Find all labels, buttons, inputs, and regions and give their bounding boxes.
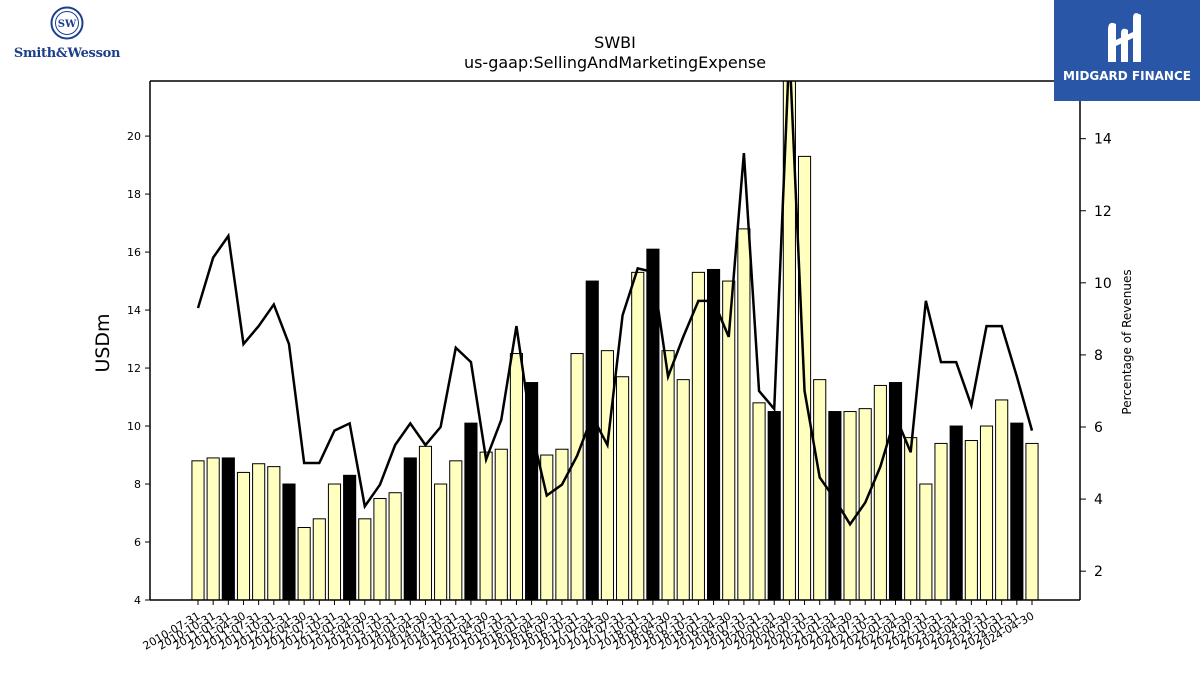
y-tick-label: 12 <box>127 362 141 375</box>
bar-2019-10-31 <box>752 402 766 601</box>
bar-2012-07-31 <box>312 518 326 601</box>
bar-2023-04-30 <box>964 440 978 601</box>
axes <box>149 80 1081 601</box>
bar-2014-10-31 <box>449 460 463 601</box>
bar-2016-01-31 <box>525 382 539 601</box>
bar-2023-01-31 <box>949 425 963 601</box>
bar-2015-04-30 <box>479 451 493 601</box>
bar-2022-07-31 <box>919 483 933 601</box>
bar-2011-10-31 <box>267 466 281 601</box>
bar-2019-07-31 <box>737 228 751 601</box>
percentage-line-series <box>196 81 1034 527</box>
bar-2016-10-31 <box>570 353 584 601</box>
bar-2018-04-30 <box>661 350 675 601</box>
bar-2015-07-31 <box>494 448 508 601</box>
bar-2021-04-30 <box>843 411 857 601</box>
bar-2014-01-31 <box>403 457 417 601</box>
bar-2022-04-30 <box>904 437 918 601</box>
bar-2022-10-31 <box>934 442 948 601</box>
midgard-finance-wordmark: MIDGARD FINANCE <box>1063 69 1191 83</box>
smith-wesson-wordmark: Smith&Wesson <box>13 46 121 61</box>
y-tick-label: 14 <box>127 304 141 317</box>
bar-2013-01-31 <box>343 474 357 601</box>
bar-2019-01-31 <box>707 268 721 601</box>
bar-2011-01-31 <box>221 457 235 601</box>
smith-wesson-logo: SW Smith&Wesson <box>6 6 128 61</box>
y-tick-label: 10 <box>127 420 141 433</box>
chart-subtitle: us-gaap:SellingAndMarketingExpense <box>464 53 766 72</box>
midgard-finance-mark-icon <box>1108 13 1141 63</box>
bar-2024-04-30 <box>1025 442 1039 601</box>
y-tick-label: 8 <box>134 478 141 491</box>
bar-2023-07-31 <box>979 425 994 601</box>
y-axis-label: USDm <box>92 313 114 372</box>
bar-2021-10-31 <box>873 384 887 601</box>
y2-tick-label: 6 <box>1094 420 1103 436</box>
bar-2015-10-31 <box>509 353 523 601</box>
bar-2013-07-31 <box>373 498 387 601</box>
bar-2012-01-31 <box>282 483 296 601</box>
y-tick-label: 18 <box>127 188 141 201</box>
bar-2015-01-31 <box>464 422 478 601</box>
bar-2024-01-31 <box>1010 422 1024 601</box>
chart-title: SWBI <box>594 33 636 52</box>
bar-2018-07-31 <box>676 379 690 601</box>
bar-2023-10-31 <box>995 399 1009 601</box>
bar-2017-01-31 <box>585 280 599 601</box>
y-tick-label: 4 <box>134 594 141 607</box>
percentage-line <box>196 81 1034 527</box>
x-axis-ticks: 2010-07-312010-10-312011-01-312011-04-30… <box>141 600 1037 653</box>
bar-2011-07-31 <box>252 463 266 601</box>
y2-tick-label: 12 <box>1094 204 1112 220</box>
y2-axis-ticks: 2 4 6 8 10 12 14 <box>1080 132 1112 580</box>
y-axis-ticks: 4 6 8 10 12 14 16 18 20 <box>127 130 150 607</box>
bar-2020-10-31 <box>813 379 827 601</box>
bar-2017-04-30 <box>600 350 614 601</box>
y2-tick-label: 14 <box>1094 132 1112 148</box>
y-tick-label: 16 <box>127 246 141 259</box>
bar-2012-10-31 <box>327 483 342 601</box>
bar-2014-07-31 <box>434 483 448 601</box>
bar-2013-10-31 <box>388 492 402 601</box>
bar-2014-04-30 <box>418 445 433 601</box>
bar-2013-04-30 <box>358 518 372 601</box>
bar-2016-07-31 <box>555 448 569 601</box>
y2-tick-label: 4 <box>1094 492 1103 508</box>
bar-2017-07-31 <box>616 376 630 601</box>
bar-2010-10-31 <box>206 457 220 601</box>
smith-wesson-seal-icon: SW <box>50 6 84 40</box>
midgard-finance-logo: MIDGARD FINANCE <box>1054 0 1200 101</box>
bar-2017-10-31 <box>631 271 645 601</box>
y2-tick-label: 8 <box>1094 348 1103 364</box>
bar-2010-07-31 <box>191 460 205 601</box>
y2-tick-label: 10 <box>1094 276 1112 292</box>
y2-axis-label: Percentage of Revenues <box>1120 269 1134 414</box>
bar-2020-01-31 <box>767 411 781 601</box>
y-tick-label: 6 <box>134 536 141 549</box>
bar-2018-10-31 <box>691 271 705 601</box>
y2-tick-label: 2 <box>1094 564 1103 580</box>
bar-series <box>191 80 1039 601</box>
bar-2011-04-30 <box>236 471 251 601</box>
y-tick-label: 20 <box>127 130 141 143</box>
svg-text:SW: SW <box>58 19 77 30</box>
bar-2012-04-30 <box>297 527 311 601</box>
